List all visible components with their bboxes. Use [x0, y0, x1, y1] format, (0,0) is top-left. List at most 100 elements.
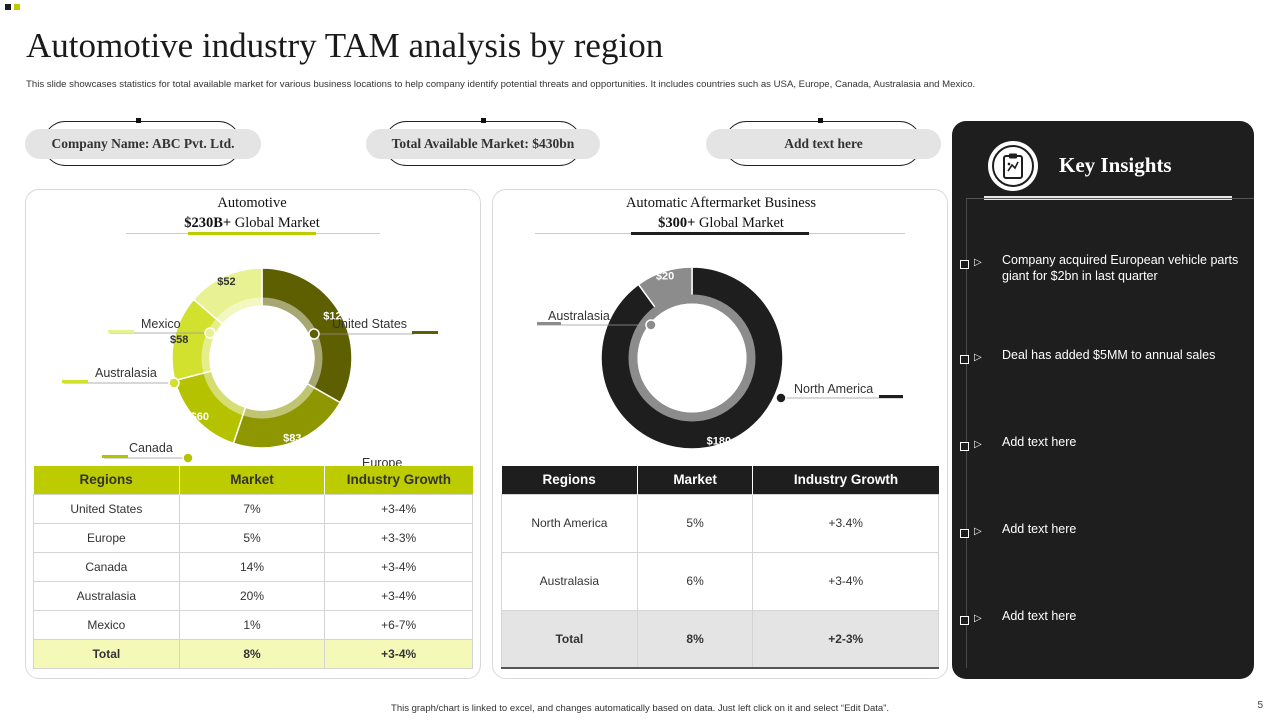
t1-header-regions: Regions: [33, 466, 180, 494]
insight-text: Add text here: [1002, 522, 1077, 536]
add-text-pill: Add text here: [706, 118, 941, 166]
insight-item: ▷ Add text here: [960, 522, 1250, 569]
automotive-card: Automotive $230B+ Global Market $126 $83 $…: [25, 189, 481, 679]
table-cell: +3-4%: [752, 551, 939, 611]
table-cell: 1%: [178, 609, 326, 640]
donut-value-label: $83: [283, 432, 301, 444]
table-row: North America 5% +3.4%: [501, 493, 939, 553]
table-row: Canada 14% +3-4%: [33, 551, 473, 582]
company-name-pill: Company Name: ABC Pvt. Ltd.: [25, 118, 261, 166]
table-total-cell: +2-3%: [752, 609, 939, 669]
checkbox-icon: [960, 616, 969, 625]
label-canada: Canada: [129, 441, 173, 455]
label-australasia: Australasia: [95, 366, 157, 380]
footer-note: This graph/chart is linked to excel, and…: [391, 703, 889, 714]
label-australasia-2: Australasia: [548, 309, 610, 323]
donut-hole: [210, 306, 314, 410]
donut-slice-united-states: [261, 267, 353, 404]
donut-slice-mexico: [192, 267, 263, 326]
aftermarket-title-value: $300+: [658, 215, 696, 231]
table-total-cell: Total: [33, 638, 180, 669]
table-cell: Canada: [33, 551, 180, 582]
table-row: Australasia 20% +3-4%: [33, 580, 473, 611]
label-europe: Europe: [362, 456, 402, 470]
table-cell: Australasia: [33, 580, 180, 611]
table-cell: North America: [501, 493, 638, 553]
donut-value-label: $126: [323, 310, 347, 322]
aftermarket-donut-chart: $180 $20 Australasia North America: [537, 266, 903, 450]
total-market-pill: Total Available Market: $430bn: [366, 118, 600, 166]
table-row: Mexico 1% +6-7%: [33, 609, 473, 640]
table-cell: 6%: [636, 551, 754, 611]
checkbox-icon: [960, 260, 969, 269]
insight-text: Company acquired European vehicle parts …: [1002, 253, 1239, 283]
automotive-leaders: [62, 327, 444, 478]
automotive-title-rest: Global Market: [231, 215, 320, 231]
donut-value-label: $60: [191, 411, 209, 423]
t1-header-growth: Industry Growth: [346, 472, 452, 488]
corner-square-accent: [14, 4, 20, 10]
table-total-cell: 8%: [178, 638, 326, 669]
corner-square-dark: [5, 4, 11, 10]
company-name-label: Company Name: ABC Pvt. Ltd.: [25, 129, 261, 159]
donut-inner-ring: [201, 297, 323, 419]
table-cell: 7%: [178, 493, 326, 524]
table-cell: 5%: [636, 493, 754, 553]
t1-header-market: Market: [179, 466, 326, 494]
add-text-label: Add text here: [706, 129, 941, 159]
table-row: Europe 5% +3-3%: [33, 522, 473, 553]
key-insights-timeline: [966, 198, 967, 668]
arrow-icon: ▷: [974, 613, 982, 624]
total-market-label: Total Available Market: $430bn: [366, 129, 600, 159]
insight-item: ▷ Company acquired European vehicle parts…: [960, 253, 1250, 300]
table-cell: Australasia: [501, 551, 638, 611]
t2-header-regions: Regions: [501, 466, 638, 494]
clipboard-strategy-icon: [988, 141, 1038, 191]
aftermarket-title-rest: Global Market: [695, 215, 784, 231]
table-cell: +3-3%: [324, 522, 473, 553]
page-subtitle: This slide showcases statistics for tota…: [26, 79, 976, 90]
arrow-icon: ▷: [974, 526, 982, 537]
automotive-title-line1: Automotive: [217, 195, 287, 211]
table-cell: Europe: [33, 522, 180, 553]
table-cell: Mexico: [33, 609, 180, 640]
automotive-title-value: $230B+: [184, 215, 232, 231]
aftermarket-chart-title: Automatic Aftermarket Business $300+ Glo…: [493, 193, 949, 233]
aftermarket-leaders: [537, 319, 903, 404]
table-total-cell: 8%: [636, 609, 754, 669]
page-number: 5: [1257, 700, 1263, 711]
t2-header-market: Market: [637, 466, 754, 494]
page-title: Automotive industry TAM analysis by regi…: [26, 26, 664, 65]
automotive-title-underline: [188, 232, 316, 235]
donut-value-label: $58: [170, 334, 188, 346]
key-insights-panel: Key Insights ▷ Company acquired European …: [952, 121, 1254, 679]
table-cell: +3-4%: [324, 551, 473, 582]
table-row: United States 7% +3-4%: [33, 493, 473, 524]
automotive-table: Regions Market Industry Growth United St…: [33, 466, 473, 669]
automotive-donut-chart: $126 $83 $60 $58 $52 United States Europe Ca…: [62, 267, 444, 478]
aftermarket-card: Automatic Aftermarket Business $300+ Glo…: [492, 189, 948, 679]
key-insights-title: Key Insights: [1059, 153, 1172, 177]
aftermarket-table: Regions Market Industry Growth North Ame…: [501, 466, 939, 669]
table-row: Australasia 6% +3-4%: [501, 551, 939, 611]
table-total-cell: Total: [501, 609, 638, 669]
arrow-icon: ▷: [974, 257, 982, 268]
insight-item: ▷ Add text here: [960, 609, 1250, 656]
label-united-states: United States: [332, 317, 407, 331]
table-total-cell: +3-4%: [324, 638, 473, 669]
donut-hole: [637, 303, 747, 413]
label-north-america: North America: [794, 382, 873, 396]
table-cell: +3.4%: [752, 493, 939, 553]
aftermarket-title-underline: [631, 232, 809, 235]
insight-text: Deal has added $5MM to annual sales: [1002, 348, 1216, 362]
donut-value-label: $52: [217, 276, 235, 288]
arrow-icon: ▷: [974, 439, 982, 450]
arrow-icon: ▷: [974, 352, 982, 363]
insight-item: ▷ Deal has added $5MM to annual sales: [960, 348, 1250, 395]
donut-value-label: $180: [707, 436, 731, 448]
insight-text: Add text here: [1002, 435, 1077, 449]
table-cell: 5%: [178, 522, 326, 553]
insight-text: Add text here: [1002, 609, 1077, 623]
key-insights-divider: [966, 198, 1254, 199]
checkbox-icon: [960, 529, 969, 538]
